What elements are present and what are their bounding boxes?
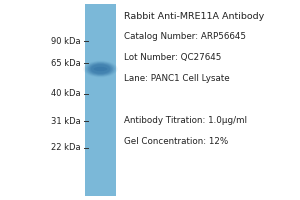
Text: Rabbit Anti-MRE11A Antibody: Rabbit Anti-MRE11A Antibody (124, 12, 265, 21)
Ellipse shape (88, 63, 113, 75)
Text: 90 kDa: 90 kDa (51, 36, 81, 46)
Text: 22 kDa: 22 kDa (51, 144, 81, 152)
Text: Catalog Number: ARP56645: Catalog Number: ARP56645 (124, 32, 247, 41)
Bar (85, 4, 116, 196)
Ellipse shape (94, 67, 107, 71)
Text: Lane: PANC1 Cell Lysate: Lane: PANC1 Cell Lysate (124, 74, 230, 83)
Text: 31 kDa: 31 kDa (51, 116, 81, 126)
Text: Lot Number: QC27645: Lot Number: QC27645 (124, 53, 222, 62)
Ellipse shape (91, 64, 110, 74)
Ellipse shape (89, 63, 112, 75)
Text: Gel Concentration: 12%: Gel Concentration: 12% (124, 137, 229, 146)
Ellipse shape (83, 61, 118, 77)
Text: Antibody Titration: 1.0μg/ml: Antibody Titration: 1.0μg/ml (124, 116, 248, 125)
Text: 65 kDa: 65 kDa (51, 58, 81, 68)
Ellipse shape (86, 62, 115, 76)
Ellipse shape (85, 61, 116, 77)
Text: 40 kDa: 40 kDa (51, 90, 81, 98)
